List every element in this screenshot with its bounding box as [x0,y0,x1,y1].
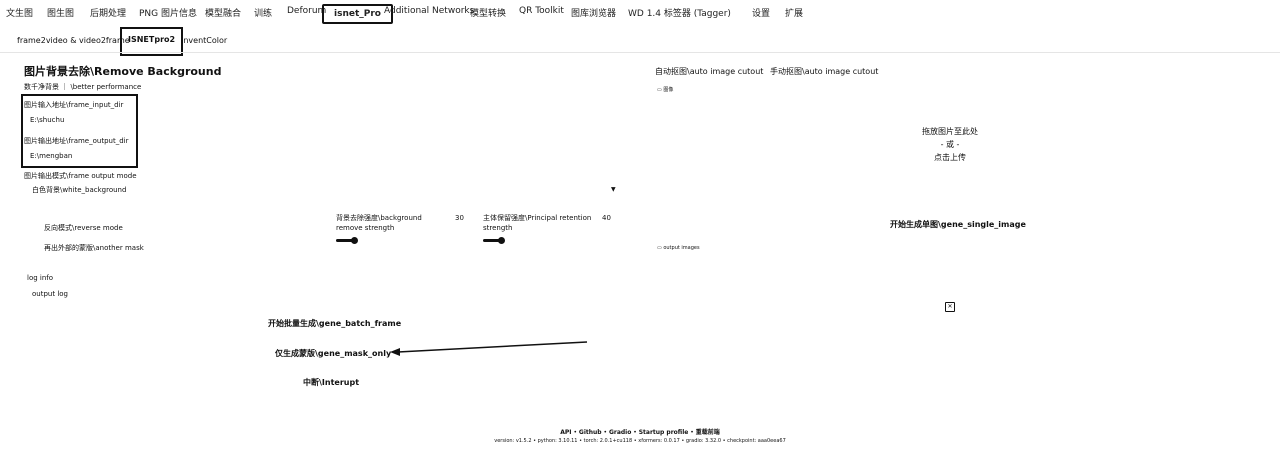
top-tab-1[interactable]: 图生图 [47,9,75,19]
top-tab-11[interactable]: 图库浏览器 [571,9,617,19]
footer-links: API • Github • Gradio • Startup profile … [0,427,1280,436]
top-tab-bar: 文生图 图生图 后期处理 PNG 图片信息 模型融合 训练 Deforum isnet_Pro… [0,4,1280,26]
image-placeholder-icon: ✕ [945,302,955,312]
image-icon: ▭ [657,87,664,93]
output-images-label-text: output images [663,245,700,251]
top-tab-6[interactable]: Deforum [287,6,327,16]
top-tab-10[interactable]: QR Toolkit [519,6,564,16]
gene-mask-only-button[interactable]: 仅生成蒙版\gene_mask_only [275,349,392,358]
interrupt-button[interactable]: 中断\Interupt [303,378,360,387]
sub-tab-0[interactable]: frame2video & video2frame [17,36,130,45]
gallery-icon: ▭ [657,245,664,251]
top-tab-0[interactable]: 文生图 [6,9,34,19]
version-info: version: v1.5.2 • python: 3.10.11 • torc… [494,438,786,444]
output-mode-value: 白色背景\white_background [32,186,127,194]
image-label: ▭ 图像 [657,86,673,93]
principal-strength-slider[interactable] [483,239,503,242]
top-tab-3[interactable]: PNG 图片信息 [139,9,197,19]
input-dir-label: 图片输入地址\frame_input_dir [24,101,124,109]
output-dir-field[interactable]: E:\mengban [30,152,73,160]
top-tab-13[interactable]: 设置 [752,9,771,19]
chevron-down-icon: ▼ [611,186,616,193]
principal-strength-value[interactable]: 40 [602,214,611,222]
gene-single-image-button[interactable]: 开始生成单图\gene_single_image [890,220,1026,229]
drop-text-line1: 拖放图片至此处 [922,127,978,136]
footer-link-1[interactable]: Github [578,429,602,436]
drop-text-line2: - 或 - [940,140,960,149]
footer-separator: • [688,429,696,436]
image-label-text: 图像 [663,87,674,93]
bg-strength-slider[interactable] [336,239,356,242]
footer-separator: • [631,429,639,436]
footer-separator: • [601,429,609,436]
top-tab-14[interactable]: 扩展 [785,9,804,19]
input-dir-field[interactable]: E:\shuchu [30,116,65,124]
image-drop-zone[interactable]: 拖放图片至此处 - 或 - 点击上传 [880,125,1020,164]
output-images-label: ▭ output images [657,245,700,251]
tab-divider [0,52,1280,53]
top-tab-9[interactable]: 模型转换 [470,9,507,19]
log-info-label: log info [27,274,54,282]
top-tab-8[interactable]: Additional Networks [384,6,475,16]
performance-note: 数千净背景 ｜ \better performance [24,83,142,91]
another-mask-checkbox[interactable]: 再出外部的蒙版\another mask [44,244,144,252]
top-tab-4[interactable]: 模型融合 [205,9,242,19]
sub-tab-2[interactable]: InventColor [181,36,228,45]
footer-link-4[interactable]: 重载前端 [695,429,720,436]
panel-title: 图片背景去除\Remove Background [24,65,222,78]
principal-strength-label: 主体保留强度\Principal retention strength [483,214,592,232]
output-dir-label: 图片输出地址\frame_output_dir [24,137,129,145]
bg-strength-label: 背景去除强度\background remove strength [336,214,422,232]
gene-batch-frame-button[interactable]: 开始批量生成\gene_batch_frame [268,319,402,328]
footer-link-0[interactable]: API [560,429,572,436]
top-tab-5[interactable]: 训练 [254,9,273,19]
output-mode-label: 图片输出模式\frame output mode [24,172,137,180]
tab-auto-cutout[interactable]: 自动抠图\auto image cutout [655,67,764,76]
bg-strength-value[interactable]: 30 [455,214,464,222]
top-tab-2[interactable]: 后期处理 [90,9,127,19]
top-tab-12[interactable]: WD 1.4 标签器 (Tagger) [628,9,731,19]
sub-tab-1[interactable]: ISNETpro2 [120,27,184,56]
output-log-field[interactable]: output log [32,290,68,298]
reverse-mode-checkbox[interactable]: 反向模式\reverse mode [44,224,123,232]
footer-separator: • [571,429,579,436]
output-mode-select[interactable]: 白色背景\white_background ▼ [24,183,620,195]
top-tab-7[interactable]: isnet_Pro [322,4,393,24]
principal-strength-slider-handle[interactable] [498,237,505,244]
arrow-shaft [397,341,588,353]
drop-text-line3: 点击上传 [934,153,966,162]
tab-manual-cutout[interactable]: 手动抠图\auto image cutout [770,67,879,76]
bg-strength-slider-handle[interactable] [351,237,358,244]
footer-link-2[interactable]: Gradio [608,429,632,436]
footer-link-3[interactable]: Startup profile [638,429,689,436]
directory-inputs-group [21,94,138,168]
arrow-annotation [390,341,588,356]
arrow-head [390,348,400,356]
